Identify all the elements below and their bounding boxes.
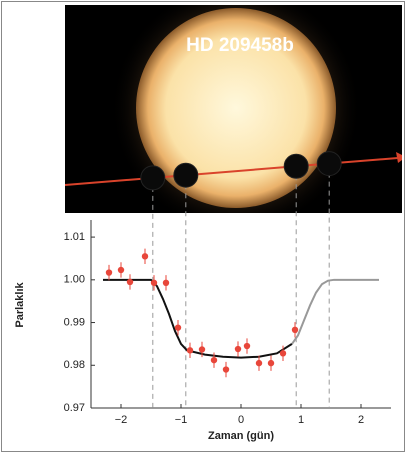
x-tick-label: −1 [175, 414, 188, 426]
data-point [163, 280, 169, 286]
planet [141, 166, 165, 190]
data-point [118, 267, 124, 273]
data-point [256, 360, 262, 366]
data-point [268, 360, 274, 366]
data-point [106, 269, 112, 275]
y-axis-label: Parlaklık [14, 281, 26, 327]
planet [174, 163, 198, 187]
data-point [223, 366, 229, 372]
y-tick-label: 1.01 [64, 231, 85, 243]
data-point [244, 343, 250, 349]
y-tick-label: 0.99 [64, 316, 85, 328]
x-axis-label: Zaman (gün) [208, 430, 274, 442]
data-point [175, 324, 181, 330]
data-point [199, 346, 205, 352]
x-tick-label: −2 [115, 414, 128, 426]
x-tick-label: 0 [238, 414, 244, 426]
y-tick-label: 0.98 [64, 359, 85, 371]
data-point [127, 279, 133, 285]
data-point [187, 347, 193, 353]
chart: HD 209458b Parlaklık Zaman (gün) 1.01 1.0… [0, 0, 406, 453]
data-point [280, 350, 286, 356]
chart-title: HD 209458b [186, 35, 294, 56]
x-tick-label: 1 [298, 414, 304, 426]
data-point [142, 253, 148, 259]
data-point [211, 357, 217, 363]
planet [284, 154, 308, 178]
data-point [151, 280, 157, 286]
planet [317, 152, 341, 176]
data-point [292, 327, 298, 333]
y-tick-label: 1.00 [64, 274, 85, 286]
y-tick-label: 0.97 [64, 402, 85, 414]
data-point [235, 346, 241, 352]
x-tick-label: 2 [358, 414, 364, 426]
plot-area [91, 220, 391, 408]
